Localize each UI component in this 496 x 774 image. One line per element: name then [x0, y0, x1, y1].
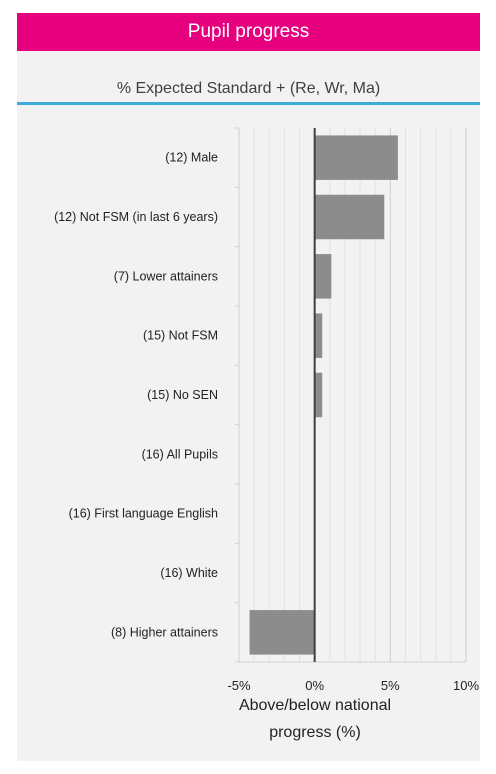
category-label: (16) All Pupils [142, 447, 218, 461]
x-tick-label: -5% [227, 678, 251, 693]
bar [314, 372, 323, 418]
x-tick-label: 5% [381, 678, 400, 693]
bar [249, 610, 315, 655]
chart-panel: Pupil progress % Expected Standard + (Re… [17, 13, 480, 761]
bar [314, 254, 332, 299]
category-label: (16) First language English [69, 507, 218, 521]
category-label: (15) Not FSM [143, 329, 218, 343]
x-tick-label: 0% [305, 678, 324, 693]
x-axis-label: Above/below national progress (%) [238, 697, 392, 741]
category-label: (12) Not FSM (in last 6 years) [54, 210, 218, 224]
category-label: (12) Male [165, 151, 218, 165]
bar [314, 313, 323, 358]
bar [314, 194, 385, 240]
category-label: (7) Lower attainers [114, 269, 218, 283]
category-label: (15) No SEN [147, 388, 218, 402]
x-tick-label: 10% [453, 678, 479, 693]
category-label: (16) White [160, 566, 218, 580]
panel-title: Pupil progress [187, 21, 310, 42]
panel-header: Pupil progress [17, 13, 480, 51]
subtitle-underline [17, 102, 480, 105]
bar [314, 135, 398, 180]
category-label: (8) Higher attainers [111, 625, 218, 639]
chart-subtitle: % Expected Standard + (Re, Wr, Ma) [116, 80, 381, 97]
